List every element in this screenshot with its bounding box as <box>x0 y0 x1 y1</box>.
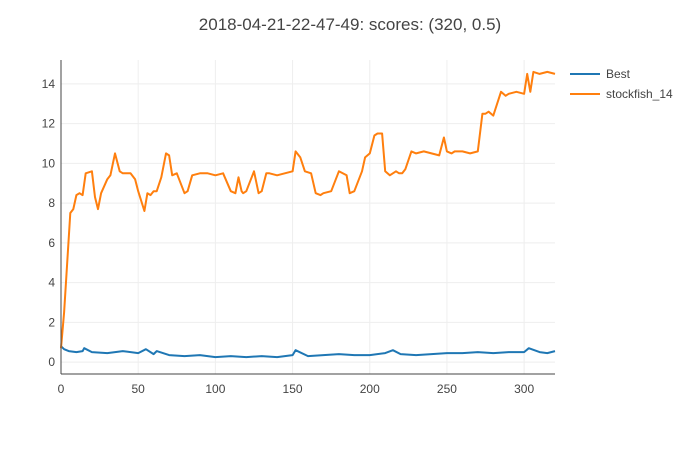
x-tick-label: 0 <box>58 382 65 396</box>
legend[interactable]: Best stockfish_14 <box>570 67 673 101</box>
legend-label[interactable]: Best <box>606 67 631 81</box>
x-tick-label: 300 <box>514 382 534 396</box>
series-line-best <box>60 345 556 359</box>
y-tick-label: 14 <box>42 77 56 91</box>
legend-label[interactable]: stockfish_14 <box>606 87 673 101</box>
x-tick-label: 250 <box>437 382 457 396</box>
y-tick-label: 2 <box>48 315 55 329</box>
y-tick-label: 0 <box>48 355 55 369</box>
x-tick-label: 200 <box>360 382 380 396</box>
y-tick-label: 4 <box>48 276 55 290</box>
x-tick-label: 100 <box>205 382 225 396</box>
y-tick-label: 8 <box>48 196 55 210</box>
y-tick-label: 12 <box>42 117 56 131</box>
series-layer <box>60 70 556 359</box>
x-tick-label: 50 <box>132 382 146 396</box>
grid <box>61 60 555 374</box>
series-line-stockfish <box>60 70 556 349</box>
x-tick-label: 150 <box>283 382 303 396</box>
y-tick-label: 6 <box>48 236 55 250</box>
y-tick-label: 10 <box>42 156 56 170</box>
chart-title: 2018-04-21-22-47-49: scores: (320, 0.5) <box>199 15 501 34</box>
axes: 0 50 100 150 200 250 300 0 2 4 6 8 10 12 14 <box>42 60 555 396</box>
